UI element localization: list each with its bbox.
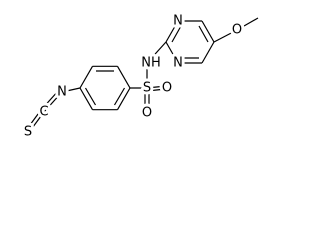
bond <box>165 41 179 64</box>
bond <box>201 20 215 43</box>
bond <box>236 17 259 31</box>
atom-labels: S C N S O O NH N N O <box>21 11 245 143</box>
atom-label: N <box>173 14 183 29</box>
bond <box>29 111 45 132</box>
atom-label: C <box>39 105 48 120</box>
bond <box>79 87 94 110</box>
atom-label: O <box>162 81 172 96</box>
bond <box>146 85 167 89</box>
atom-label: NH <box>141 56 161 71</box>
atom-label: O <box>232 23 242 38</box>
bond <box>40 89 60 111</box>
atom-label: N <box>173 56 183 71</box>
atom-label: S <box>24 125 32 140</box>
bond <box>116 87 131 110</box>
bond <box>165 20 179 43</box>
bond <box>79 66 94 89</box>
bond <box>213 29 238 43</box>
atom-label: N <box>57 85 67 100</box>
bonds <box>26 17 259 132</box>
molecule: S C N S O O NH N N O <box>21 11 259 143</box>
bond <box>84 87 97 106</box>
bond <box>113 87 126 106</box>
bond <box>116 66 131 89</box>
atom-label: O <box>142 106 152 121</box>
bond <box>171 25 182 43</box>
bond <box>201 41 215 64</box>
bond <box>26 109 42 130</box>
bond <box>146 88 167 92</box>
atom-label: S <box>143 81 151 96</box>
bond <box>61 87 81 93</box>
bond <box>43 91 63 113</box>
bond <box>198 25 209 43</box>
bond <box>146 41 167 64</box>
